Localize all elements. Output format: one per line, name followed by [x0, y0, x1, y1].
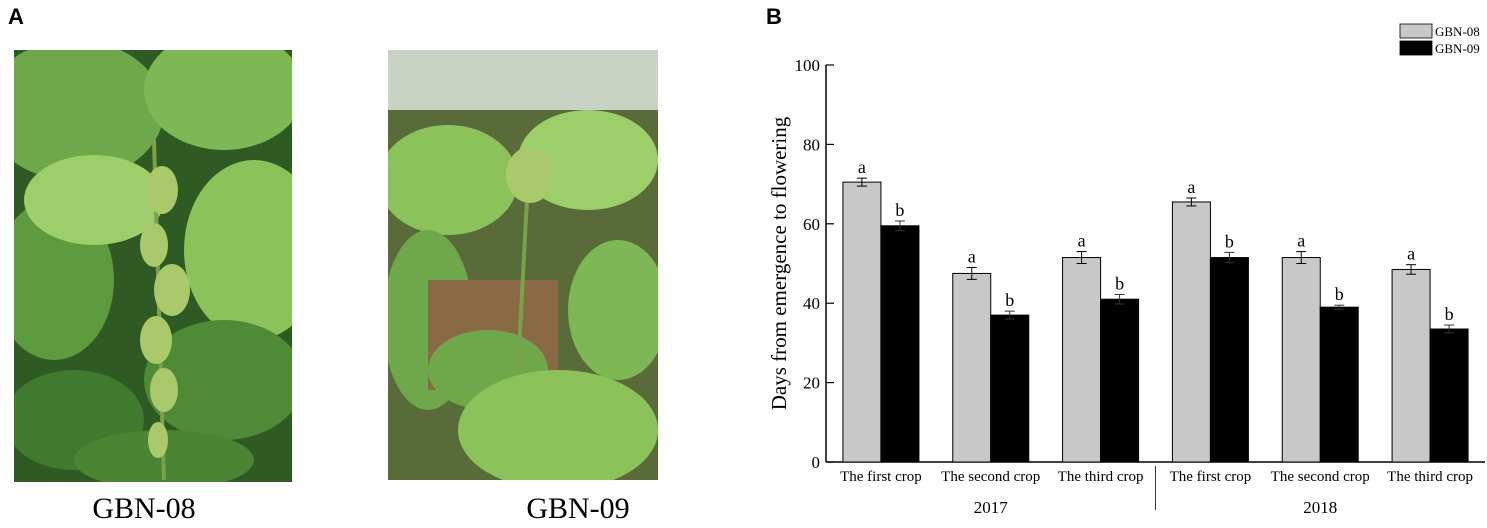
legend-swatch	[1399, 40, 1433, 56]
bar	[1391, 268, 1431, 463]
y-tick-label: 20	[803, 374, 820, 393]
bar	[1209, 257, 1249, 463]
bar-chart: 0 20 40 60 80 100 Days from emergence to flowe…	[767, 23, 1485, 517]
bar	[1100, 298, 1140, 463]
significance-letter: b	[1115, 273, 1124, 293]
bar	[1429, 328, 1469, 463]
y-tick-label: 60	[803, 215, 820, 234]
x-tick-label: The third crop	[1058, 469, 1144, 485]
y-axis-label: Days from emergence to flowering	[767, 116, 791, 410]
caption-gbn-08: GBN-08	[92, 492, 196, 525]
significance-letter: b	[1225, 231, 1234, 251]
legend-label: GBN-09	[1435, 41, 1480, 56]
bar	[952, 272, 992, 463]
y-tick-label: 80	[803, 135, 820, 154]
x-tick-label: The first crop	[840, 469, 922, 485]
caption-gbn-09: GBN-09	[526, 492, 630, 525]
significance-letter: b	[1335, 284, 1344, 304]
significance-letter: b	[1005, 290, 1014, 310]
photo-gbn-08	[14, 50, 292, 482]
y-tick-label: 100	[795, 56, 821, 75]
bar	[842, 181, 882, 463]
significance-letter: b	[895, 200, 904, 220]
group-label: 2018	[1303, 498, 1337, 517]
x-tick-label: The second crop	[1271, 469, 1370, 485]
panel-b-label: B	[766, 4, 782, 29]
y-tick-label: 40	[803, 294, 820, 313]
significance-letter: a	[1187, 177, 1195, 197]
bar	[880, 225, 920, 463]
significance-letter: a	[968, 246, 976, 266]
significance-letter: a	[858, 157, 866, 177]
significance-letter: a	[1078, 231, 1086, 251]
bar	[1281, 257, 1321, 463]
group-label: 2017	[974, 498, 1009, 517]
panel-a-label: A	[8, 4, 24, 29]
x-tick-label: The first crop	[1170, 469, 1252, 485]
bar	[1171, 201, 1211, 463]
significance-letter: b	[1445, 304, 1454, 324]
bar	[990, 314, 1030, 463]
bar	[1062, 257, 1102, 463]
photo-gbn-09	[388, 50, 658, 480]
x-tick-label: The third crop	[1387, 469, 1473, 485]
legend-label: GBN-08	[1435, 24, 1480, 39]
significance-letter: a	[1407, 244, 1415, 264]
x-tick-label: The second crop	[941, 469, 1040, 485]
significance-letter: a	[1297, 231, 1305, 251]
bar	[1319, 306, 1359, 463]
y-tick-label: 0	[812, 453, 821, 472]
legend-swatch	[1399, 23, 1433, 39]
